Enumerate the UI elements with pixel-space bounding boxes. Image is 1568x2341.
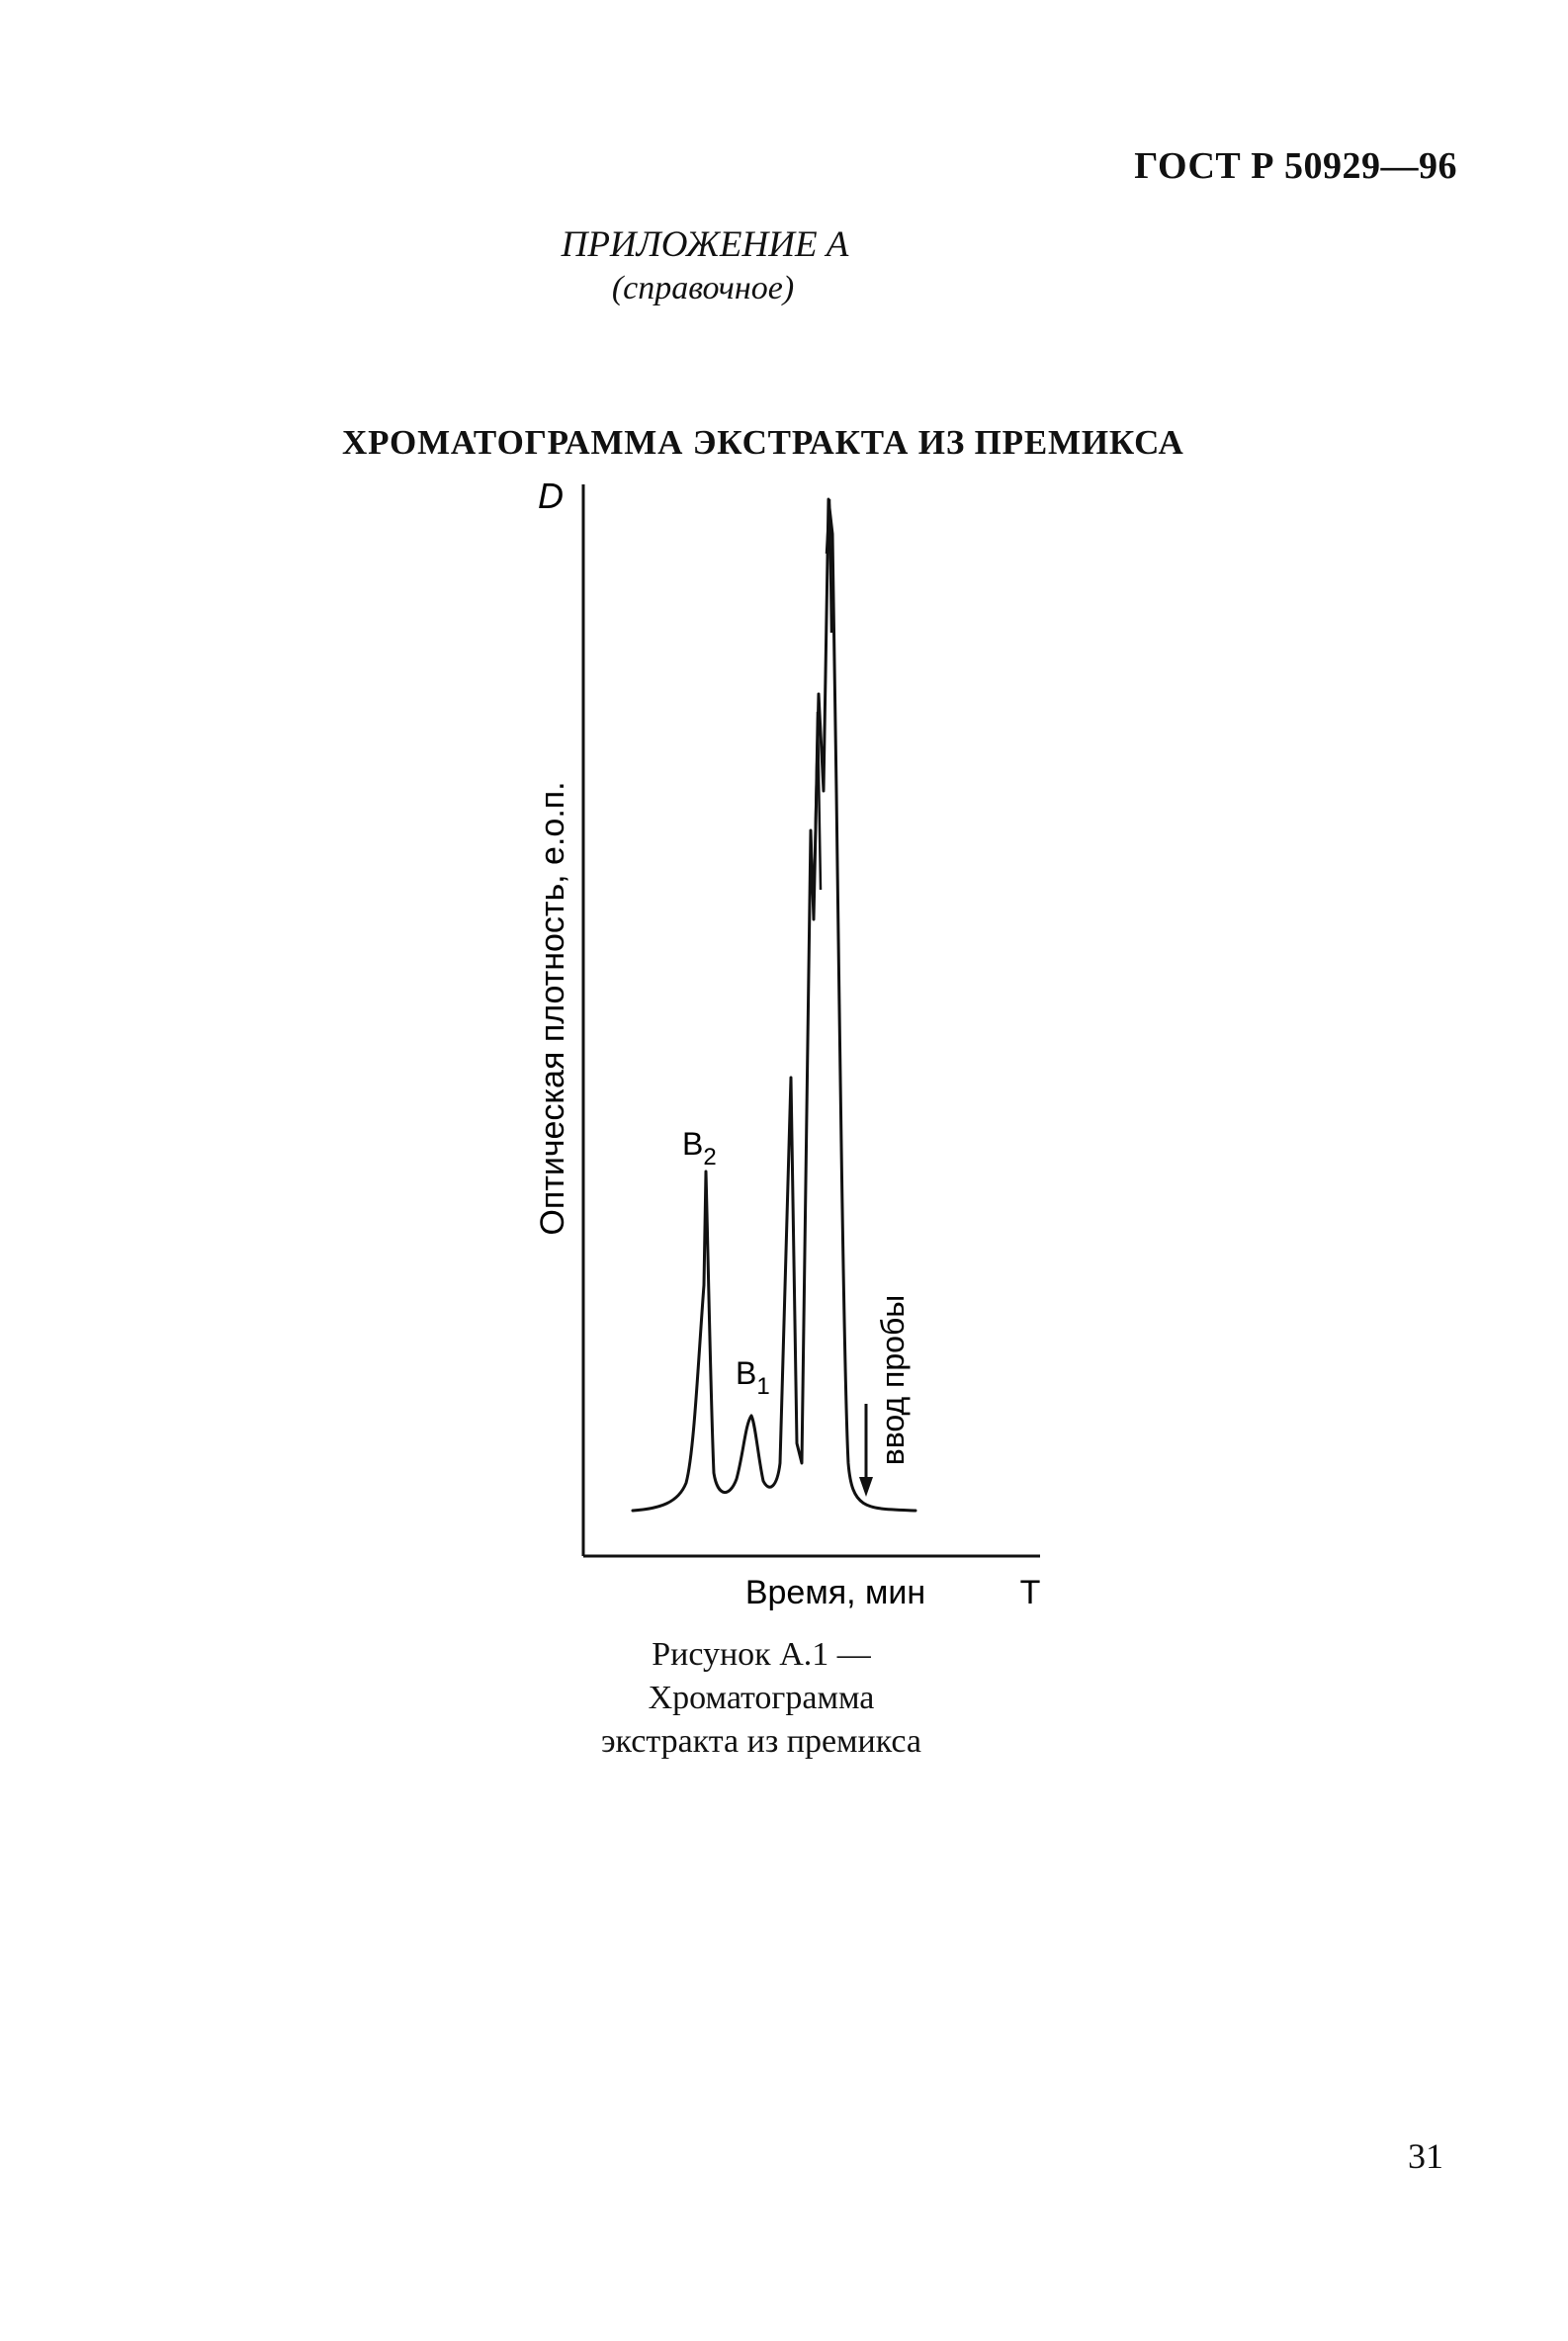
peak-label-b1-main: B bbox=[736, 1355, 756, 1391]
injection-arrow-head bbox=[859, 1477, 873, 1497]
x-axis-label: Время, мин bbox=[745, 1574, 925, 1611]
peak-label-b2: B2 bbox=[682, 1126, 717, 1170]
y-axis-symbol: D bbox=[538, 476, 564, 516]
peak-label-b1: B1 bbox=[736, 1355, 770, 1400]
x-axis-symbol: T bbox=[1020, 1574, 1041, 1611]
peak-label-b2-main: B bbox=[682, 1126, 703, 1162]
injection-label: ввод пробы bbox=[875, 1295, 911, 1466]
peak-label-b1-sub: 1 bbox=[756, 1373, 769, 1400]
y-axis-label: Оптическая плотность, е.о.п. bbox=[534, 781, 571, 1235]
caption-line-2: Хроматограмма bbox=[514, 1677, 1008, 1720]
figure-caption: Рисунок А.1 — Хроматограмма экстракта из… bbox=[514, 1633, 1008, 1764]
peak-label-b2-sub: 2 bbox=[703, 1144, 716, 1170]
page-number: 31 bbox=[1408, 2135, 1443, 2177]
caption-line-3: экстракта из премикса bbox=[514, 1720, 1008, 1764]
chromatogram-trace bbox=[633, 499, 915, 1511]
caption-line-1: Рисунок А.1 — bbox=[514, 1633, 1008, 1677]
